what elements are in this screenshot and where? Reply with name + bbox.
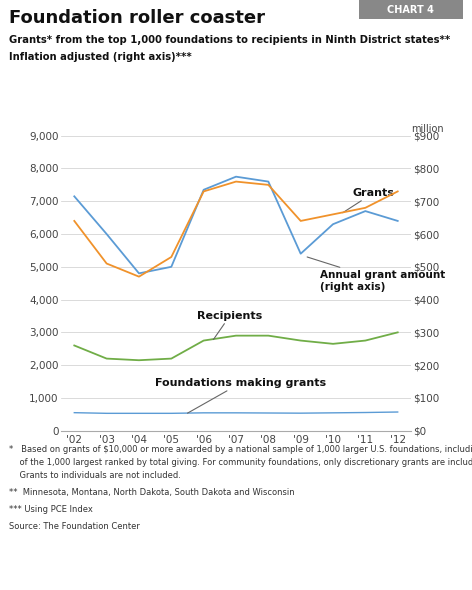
Text: *** Using PCE Index: *** Using PCE Index [9,505,93,514]
Text: of the 1,000 largest ranked by total giving. For community foundations, only dis: of the 1,000 largest ranked by total giv… [9,458,472,467]
Text: Foundation roller coaster: Foundation roller coaster [9,9,265,27]
Text: Grants: Grants [343,188,394,213]
Text: Grants to individuals are not included.: Grants to individuals are not included. [9,471,181,480]
Text: CHART 4: CHART 4 [387,5,434,15]
Text: **  Minnesota, Montana, North Dakota, South Dakota and Wisconsin: ** Minnesota, Montana, North Dakota, Sou… [9,489,295,497]
Text: Annual grant amount
(right axis): Annual grant amount (right axis) [307,257,446,291]
Text: million: million [411,124,443,135]
Text: Grants* from the top 1,000 foundations to recipients in Ninth District states**: Grants* from the top 1,000 foundations t… [9,35,451,45]
Text: Source: The Foundation Center: Source: The Foundation Center [9,522,140,531]
Text: Recipients: Recipients [197,311,262,340]
Text: Foundations making grants: Foundations making grants [155,378,326,413]
Text: *   Based on grants of $10,000 or more awarded by a national sample of 1,000 lar: * Based on grants of $10,000 or more awa… [9,445,472,454]
Text: Inflation adjusted (right axis)***: Inflation adjusted (right axis)*** [9,52,192,62]
